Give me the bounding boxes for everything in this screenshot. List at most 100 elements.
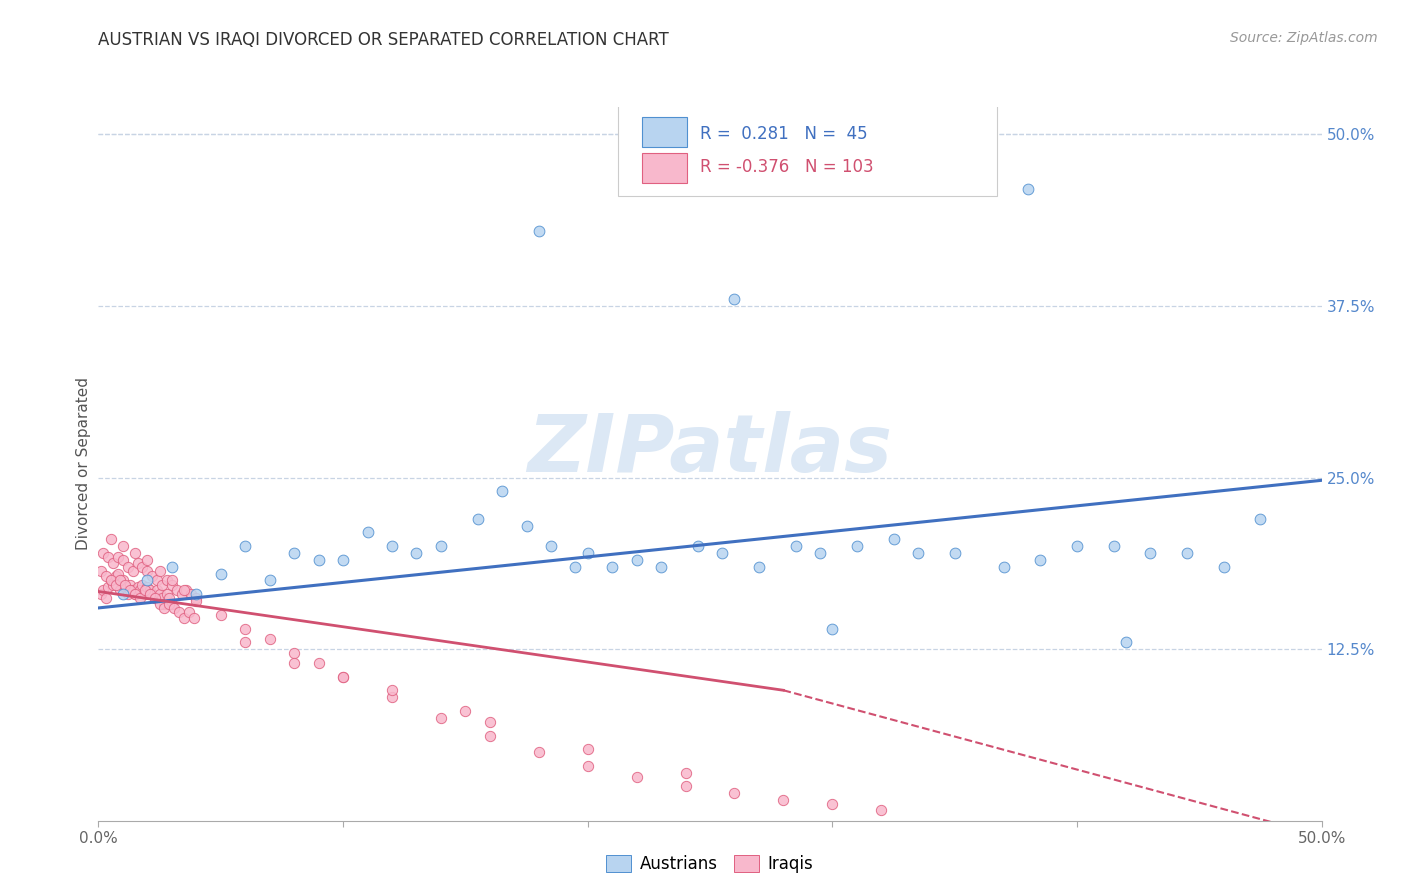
- Point: [576, 546, 599, 560]
- Text: ZIPatlas: ZIPatlas: [527, 410, 893, 489]
- Point: [576, 758, 599, 772]
- Point: [527, 745, 550, 759]
- Text: R = -0.376   N = 103: R = -0.376 N = 103: [700, 159, 875, 177]
- Point: [170, 587, 193, 601]
- Point: [467, 512, 489, 526]
- Point: [209, 566, 232, 581]
- Point: [907, 546, 929, 560]
- Point: [107, 566, 129, 581]
- Point: [527, 223, 550, 237]
- Point: [209, 607, 232, 622]
- Point: [177, 605, 200, 619]
- Point: [146, 583, 169, 598]
- Point: [183, 610, 205, 624]
- Point: [308, 553, 330, 567]
- Point: [870, 803, 893, 817]
- Point: [626, 770, 648, 784]
- Point: [97, 580, 120, 594]
- Point: [131, 577, 153, 591]
- Point: [100, 574, 122, 588]
- Point: [381, 683, 404, 698]
- Point: [157, 597, 180, 611]
- Point: [576, 742, 599, 756]
- Point: [283, 546, 305, 560]
- Point: [120, 583, 142, 598]
- Point: [748, 559, 770, 574]
- Point: [1017, 182, 1039, 196]
- Point: [121, 564, 143, 578]
- Point: [883, 533, 905, 547]
- Point: [233, 622, 256, 636]
- Point: [993, 559, 1015, 574]
- Point: [139, 583, 162, 598]
- Point: [772, 793, 794, 807]
- Point: [167, 605, 190, 619]
- Point: [149, 564, 172, 578]
- Point: [381, 539, 404, 553]
- Point: [91, 546, 114, 560]
- Point: [1249, 512, 1271, 526]
- Point: [540, 539, 562, 553]
- Point: [943, 546, 966, 560]
- Point: [111, 553, 134, 567]
- Point: [160, 574, 183, 588]
- Point: [127, 580, 149, 594]
- Point: [153, 597, 176, 611]
- Point: [136, 564, 159, 578]
- Point: [107, 550, 129, 565]
- Point: [149, 597, 172, 611]
- Legend: Austrians, Iraqis: Austrians, Iraqis: [600, 848, 820, 880]
- Point: [723, 786, 745, 800]
- Point: [156, 587, 179, 601]
- Point: [97, 550, 120, 565]
- Text: Source: ZipAtlas.com: Source: ZipAtlas.com: [1230, 31, 1378, 45]
- Point: [101, 556, 124, 570]
- Point: [124, 587, 146, 601]
- Point: [308, 656, 330, 670]
- Point: [134, 583, 156, 598]
- Point: [1175, 546, 1198, 560]
- Point: [454, 704, 477, 718]
- Point: [821, 622, 844, 636]
- Point: [121, 583, 143, 598]
- Point: [686, 539, 709, 553]
- Point: [104, 577, 127, 591]
- Point: [117, 559, 139, 574]
- Point: [129, 591, 152, 606]
- Point: [124, 546, 146, 560]
- Point: [491, 484, 513, 499]
- Point: [515, 518, 537, 533]
- Point: [156, 574, 179, 588]
- Point: [134, 587, 156, 601]
- Point: [186, 587, 208, 601]
- Point: [405, 546, 427, 560]
- Point: [100, 574, 122, 588]
- Point: [785, 539, 807, 553]
- Point: [808, 546, 831, 560]
- Point: [675, 765, 697, 780]
- Point: [146, 574, 169, 588]
- Point: [160, 597, 183, 611]
- Point: [430, 711, 453, 725]
- Text: AUSTRIAN VS IRAQI DIVORCED OR SEPARATED CORRELATION CHART: AUSTRIAN VS IRAQI DIVORCED OR SEPARATED …: [98, 31, 669, 49]
- Point: [110, 574, 132, 588]
- Point: [675, 780, 697, 794]
- Point: [1212, 559, 1234, 574]
- Point: [1115, 635, 1137, 649]
- Point: [430, 539, 453, 553]
- Point: [650, 559, 672, 574]
- Point: [160, 559, 183, 574]
- Point: [180, 587, 202, 601]
- Point: [1139, 546, 1161, 560]
- Point: [160, 577, 183, 591]
- Point: [124, 587, 146, 601]
- Point: [150, 577, 173, 591]
- Point: [166, 583, 188, 598]
- Point: [150, 591, 173, 606]
- Point: [1102, 539, 1125, 553]
- Point: [186, 594, 208, 608]
- Point: [723, 292, 745, 306]
- FancyBboxPatch shape: [619, 103, 997, 196]
- Point: [111, 587, 134, 601]
- Y-axis label: Divorced or Separated: Divorced or Separated: [76, 377, 91, 550]
